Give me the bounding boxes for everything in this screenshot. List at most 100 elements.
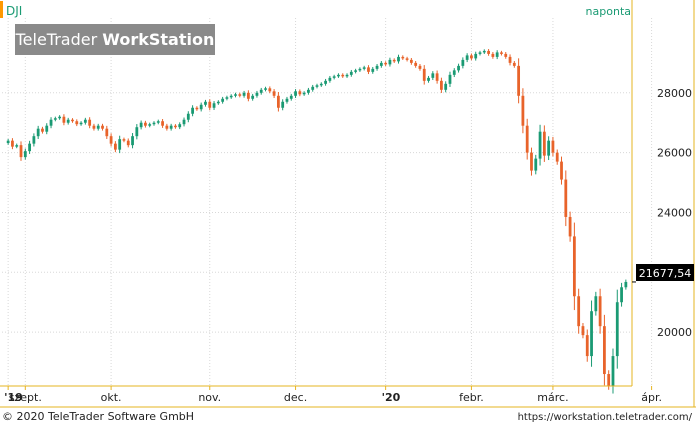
candle bbox=[603, 314, 606, 386]
y-tick-label: 20000 bbox=[657, 326, 692, 339]
candle-body bbox=[349, 71, 353, 75]
candle bbox=[530, 147, 533, 176]
candle bbox=[448, 71, 452, 87]
candle bbox=[178, 122, 182, 130]
candle-body bbox=[272, 91, 276, 96]
candle bbox=[92, 123, 96, 131]
candle bbox=[229, 94, 233, 99]
candle-body bbox=[53, 118, 57, 120]
candle bbox=[131, 133, 134, 149]
candle-body bbox=[242, 92, 246, 96]
candle-body bbox=[418, 65, 422, 69]
candle-body bbox=[238, 94, 242, 96]
candle bbox=[276, 92, 280, 112]
candle-body bbox=[568, 216, 572, 237]
candle-body bbox=[465, 55, 469, 60]
candle-body bbox=[517, 65, 521, 96]
candle bbox=[62, 114, 66, 126]
candle-body bbox=[174, 125, 177, 128]
candle bbox=[384, 61, 388, 66]
candle-body bbox=[401, 56, 405, 59]
candle-body bbox=[521, 95, 525, 126]
candle-body bbox=[491, 53, 495, 57]
candle-body bbox=[6, 140, 10, 144]
candle bbox=[392, 58, 396, 63]
candle bbox=[28, 140, 31, 154]
candle-body bbox=[225, 97, 229, 99]
candle bbox=[268, 86, 272, 94]
candle bbox=[41, 126, 44, 134]
teletrader-logo: TeleTrader WorkStation bbox=[15, 24, 215, 55]
candle bbox=[358, 67, 362, 72]
candle bbox=[36, 125, 40, 140]
candle bbox=[45, 123, 49, 135]
candle-body bbox=[482, 50, 486, 53]
candle bbox=[452, 68, 456, 78]
candle-body bbox=[289, 95, 293, 99]
candle-body bbox=[379, 62, 383, 66]
candle-body bbox=[551, 140, 555, 153]
candle bbox=[517, 58, 521, 104]
candle bbox=[302, 91, 306, 96]
candle-body bbox=[294, 91, 297, 96]
candle-body bbox=[58, 116, 62, 119]
x-tick-label: okt. bbox=[101, 391, 122, 404]
candle bbox=[118, 135, 122, 154]
candle bbox=[555, 149, 559, 165]
candle bbox=[521, 88, 525, 134]
candle-body bbox=[431, 73, 435, 78]
chart-axes bbox=[0, 0, 696, 408]
candle-body bbox=[577, 296, 581, 327]
y-tick-label: 28000 bbox=[657, 87, 692, 100]
candle-body bbox=[28, 143, 31, 152]
axis-labels: 2000022000240002600028000'19szept.okt.no… bbox=[4, 87, 692, 404]
candle-body bbox=[234, 94, 237, 96]
candle-body bbox=[255, 92, 259, 96]
candle-body bbox=[512, 62, 516, 66]
logo-product: WorkStation bbox=[102, 30, 215, 49]
candle bbox=[105, 125, 109, 140]
candle-body bbox=[435, 73, 439, 81]
candle bbox=[75, 119, 79, 127]
candle bbox=[319, 82, 323, 87]
candle-body bbox=[118, 139, 122, 150]
candle-body bbox=[302, 92, 306, 95]
x-tick-label: '19 bbox=[4, 391, 23, 404]
candle bbox=[534, 154, 538, 175]
candle-body bbox=[337, 74, 340, 77]
candle bbox=[58, 115, 62, 120]
candle bbox=[83, 117, 87, 125]
candle-body bbox=[384, 62, 388, 65]
x-tick-label: márc. bbox=[537, 391, 568, 404]
candle-body bbox=[371, 68, 375, 72]
candle bbox=[547, 136, 551, 161]
candle bbox=[71, 118, 74, 123]
candle bbox=[264, 86, 267, 92]
copyright-text: © 2020 TeleTrader Software GmbH bbox=[2, 410, 195, 423]
candle bbox=[255, 90, 259, 98]
candle bbox=[66, 117, 70, 125]
candle-body bbox=[367, 67, 370, 72]
candle-body bbox=[354, 70, 358, 72]
x-tick-label: szept. bbox=[9, 391, 42, 404]
candle-body bbox=[212, 103, 216, 108]
candle-body bbox=[474, 53, 478, 59]
candle bbox=[345, 73, 349, 78]
candle bbox=[542, 125, 546, 162]
candle bbox=[182, 117, 186, 127]
candle bbox=[388, 57, 392, 67]
candle bbox=[225, 95, 229, 101]
candle-body bbox=[560, 161, 563, 180]
candle bbox=[478, 50, 482, 56]
candle bbox=[525, 118, 529, 160]
candle bbox=[113, 141, 117, 153]
source-url[interactable]: https://workstation.teletrader.com/ bbox=[517, 412, 692, 423]
candle-body bbox=[478, 52, 482, 54]
candle bbox=[11, 138, 14, 150]
candle-body bbox=[440, 80, 443, 90]
candle-body bbox=[461, 59, 465, 66]
candle bbox=[577, 288, 581, 334]
candle bbox=[186, 111, 190, 123]
candle bbox=[53, 116, 57, 122]
